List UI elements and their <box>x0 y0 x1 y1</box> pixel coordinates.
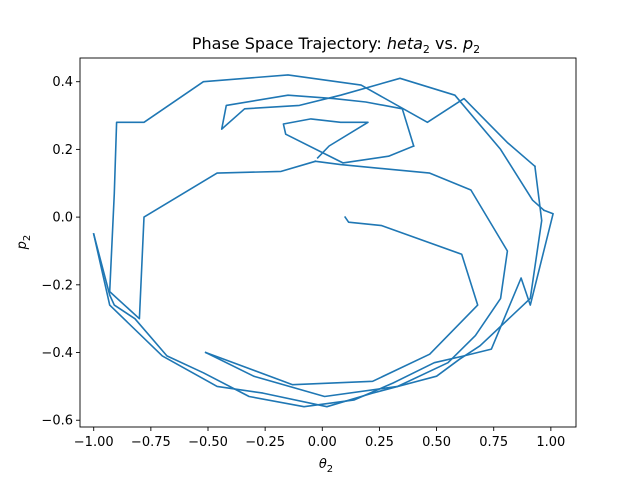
title-prefix: Phase Space Trajectory: <box>192 34 387 53</box>
chart-title: Phase Space Trajectory: heta2 vs. p2 <box>192 34 480 56</box>
y-axis-label: p2 <box>15 235 33 251</box>
y-tick-label: −0.6 <box>41 414 73 429</box>
x-tick-label: 0.50 <box>422 435 451 450</box>
x-tick-label: 0.75 <box>479 435 508 450</box>
title-variable-2: p <box>462 34 473 53</box>
y-tick-label: −0.4 <box>41 346 73 361</box>
x-tick-label: 0.25 <box>365 435 394 450</box>
y-tick-label: 0.0 <box>52 211 73 226</box>
x-tick-label: 0.00 <box>308 435 337 450</box>
x-tick-label: −0.50 <box>188 435 228 450</box>
title-variable-2-subscript: 2 <box>473 43 480 56</box>
x-axis-label-subscript: 2 <box>327 464 333 475</box>
x-axis-label-symbol: θ <box>319 457 327 472</box>
plot-area: −1.00 −0.75 −0.50 −0.25 0.00 0.25 0.50 0.75 1.00… <box>41 57 577 450</box>
y-axis-label-subscript: 2 <box>22 235 33 241</box>
y-tick-label: 0.2 <box>52 143 73 158</box>
trajectory-segment-1 <box>204 215 479 386</box>
x-tick-label: 1.00 <box>536 435 565 450</box>
x-tick-label: −1.00 <box>74 435 114 450</box>
trajectory-segment-2 <box>204 160 509 398</box>
trajectory-segment-4 <box>92 165 543 408</box>
title-variable-subscript: 2 <box>423 43 430 56</box>
axes-frame <box>79 57 577 428</box>
x-axis-label: θ2 <box>319 457 333 475</box>
y-tick-label: −0.2 <box>41 278 73 293</box>
trajectory-segment-7 <box>282 118 415 164</box>
x-tick-label: −0.25 <box>245 435 285 450</box>
y-axis-label-symbol: p <box>15 241 30 250</box>
title-variable: heta <box>387 34 423 53</box>
title-separator: vs. <box>430 34 463 53</box>
trajectory-segment-3 <box>108 74 537 320</box>
trajectory-segment-5 <box>92 209 554 408</box>
y-tick-label: 0.4 <box>52 75 73 90</box>
trajectory-segment-6 <box>220 77 546 212</box>
x-tick-label: −0.75 <box>131 435 171 450</box>
